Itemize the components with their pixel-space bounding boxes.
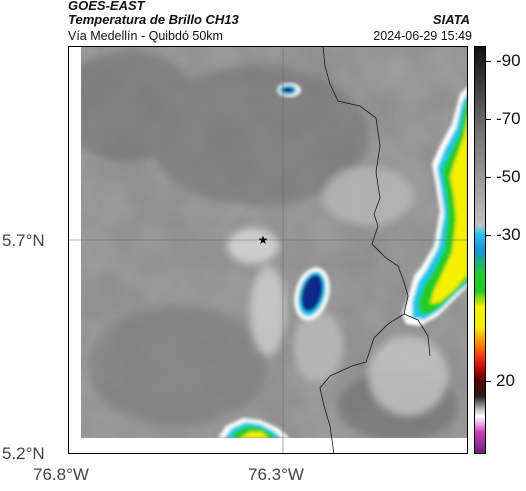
boundary-line-2 [403,313,431,357]
lon-tick-label: 76.8°W [33,465,89,484]
lat-tick-label: 5.7°N [2,231,45,250]
colorbar [474,46,486,454]
convective-system-south [218,418,290,438]
colorbar-tick [486,381,491,383]
cold-cloud-center [294,267,330,321]
convective-system-east [402,86,468,326]
colorbar-tick [486,235,491,237]
location-star-icon: ★ [258,233,269,247]
satellite-title: GOES-EAST [68,0,145,13]
colorbar-label: -70 [496,108,521,128]
satellite-map: ★ [68,46,468,454]
route-subtitle: Vía Medellín - Quibdó 50km [68,29,223,43]
timestamp-label: 2024-06-29 15:49 [373,29,472,43]
colorbar-tick [486,118,491,120]
colorbar-label: -30 [496,225,521,245]
boundary-line [319,46,409,454]
colorbar-label: 20 [496,371,515,391]
product-title: Temperatura de Brillo CH13 [68,12,239,27]
lon-tick-label: 76.3°W [248,465,304,484]
colorbar-label: -50 [496,167,521,187]
cold-cloud-small [277,83,301,97]
colorbar-tick [486,60,491,62]
colorbar-tick [486,177,491,179]
organization-label: SIATA [432,12,470,27]
lat-tick-label: 5.2°N [2,444,45,463]
colorbar-label: -90 [496,50,521,70]
